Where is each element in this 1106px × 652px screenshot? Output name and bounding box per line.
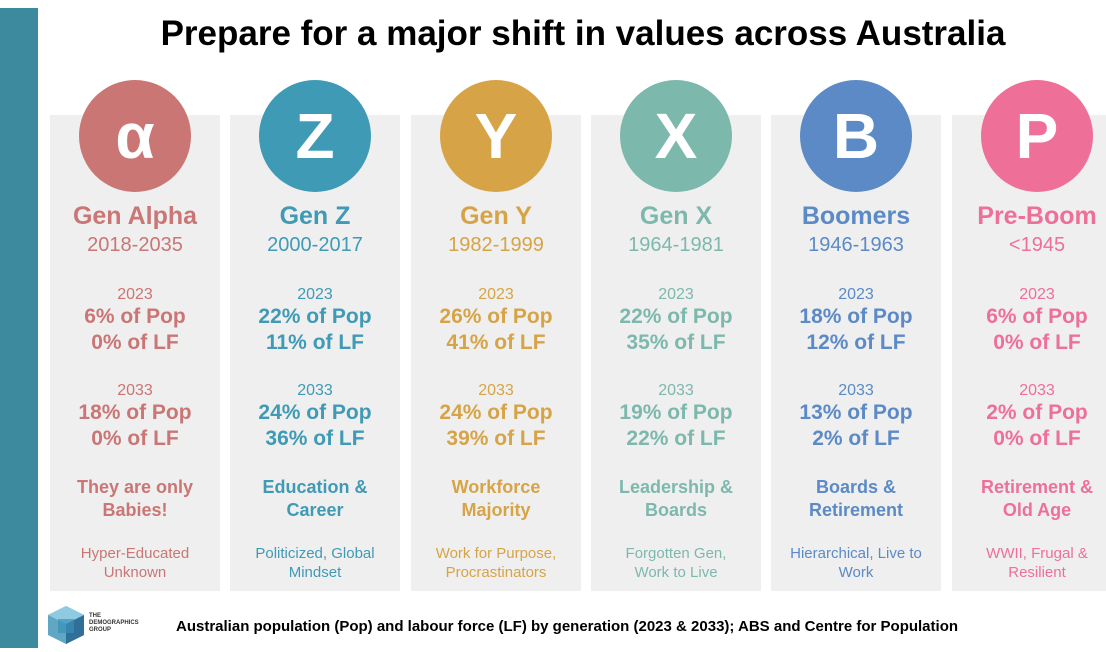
- generation-years: 2018-2035: [87, 234, 183, 256]
- generation-years: 1946-1963: [808, 234, 904, 256]
- role-line-1: They are only: [76, 477, 194, 497]
- generation-column: B Boomers 1946-1963 2023 18% of Pop 12% of LF…: [771, 0, 941, 591]
- year-2023-label: 2023: [117, 286, 153, 303]
- column-panel: [771, 115, 941, 591]
- year-2033-label: 2033: [478, 382, 514, 399]
- column-panel: [591, 115, 761, 591]
- generation-badge: Y: [440, 80, 552, 192]
- role-line-2: Majority: [461, 500, 531, 520]
- lf-2023: 35% of LF: [626, 331, 726, 354]
- side-accent-bar: [0, 8, 38, 648]
- generation-name: Pre-Boom: [977, 202, 1097, 230]
- role-line-2: Old Age: [1002, 500, 1072, 520]
- traits-line-2: Procrastinators: [445, 564, 547, 581]
- column-panel: [50, 115, 220, 591]
- lf-2033: 36% of LF: [265, 427, 365, 450]
- generation-name: Gen Z: [279, 202, 351, 230]
- traits-line-1: Politicized, Global: [255, 545, 375, 562]
- traits-line-2: Work: [838, 564, 874, 581]
- year-2023-label: 2023: [838, 286, 874, 303]
- generation-name: Gen Y: [460, 202, 532, 230]
- role-line-2: Babies!: [102, 500, 168, 520]
- pop-2023: 6% of Pop: [986, 305, 1088, 328]
- pop-2033: 13% of Pop: [799, 401, 913, 424]
- lf-2033: 2% of LF: [812, 427, 900, 450]
- role-line-2: Boards: [644, 500, 707, 520]
- source-caption: Australian population (Pop) and labour f…: [176, 618, 959, 635]
- generation-column: Y Gen Y 1982-1999 2023 26% of Pop 41% of LF 20…: [411, 0, 581, 591]
- generation-badge: α: [79, 80, 191, 192]
- year-2033-label: 2033: [1019, 382, 1055, 399]
- pop-2033: 24% of Pop: [439, 401, 553, 424]
- traits-line-2: Unknown: [103, 564, 167, 581]
- generation-column: Z Gen Z 2000-2017 2023 22% of Pop 11% of LF 20…: [230, 0, 400, 591]
- role-line-1: Leadership &: [618, 477, 734, 497]
- generation-badge: B: [800, 80, 912, 192]
- year-2023-label: 2023: [1019, 286, 1055, 303]
- year-2033-label: 2033: [658, 382, 694, 399]
- generation-years: 1982-1999: [448, 234, 544, 256]
- traits-line-1: Hierarchical, Live to: [790, 545, 922, 562]
- role-line-2: Retirement: [808, 500, 904, 520]
- lf-2033: 39% of LF: [446, 427, 546, 450]
- lf-2023: 12% of LF: [806, 331, 906, 354]
- year-2033-label: 2033: [838, 382, 874, 399]
- lf-2033: 0% of LF: [91, 427, 179, 450]
- role-line-1: Education &: [262, 477, 368, 497]
- generation-badge: X: [620, 80, 732, 192]
- pop-2033: 24% of Pop: [258, 401, 372, 424]
- year-2033-label: 2033: [297, 382, 333, 399]
- pop-2033: 18% of Pop: [78, 401, 192, 424]
- role-line-1: Boards &: [815, 477, 896, 497]
- generation-badge: Z: [259, 80, 371, 192]
- traits-line-1: Work for Purpose,: [435, 545, 557, 562]
- lf-2023: 0% of LF: [993, 331, 1081, 354]
- traits-line-1: WWII, Frugal &: [986, 545, 1088, 562]
- column-panel: [952, 115, 1106, 591]
- generation-name: Gen X: [639, 202, 713, 230]
- pop-2023: 22% of Pop: [258, 305, 372, 328]
- pop-2023: 6% of Pop: [84, 305, 186, 328]
- pop-2023: 22% of Pop: [619, 305, 733, 328]
- pop-2033: 19% of Pop: [619, 401, 733, 424]
- year-2023-label: 2023: [658, 286, 694, 303]
- logo-text: THE DEMOGRAPHICS GROUP: [89, 613, 139, 633]
- traits-line-2: Work to Live: [634, 564, 718, 581]
- traits-line-1: Forgotten Gen,: [625, 545, 727, 562]
- generation-badge: P: [981, 80, 1093, 192]
- pop-2023: 26% of Pop: [439, 305, 553, 328]
- role-line-1: Workforce: [451, 477, 541, 497]
- role-line-2: Career: [286, 500, 344, 520]
- year-2023-label: 2023: [297, 286, 333, 303]
- lf-2033: 0% of LF: [993, 427, 1081, 450]
- traits-line-1: Hyper-Educated: [80, 545, 190, 562]
- traits-line-2: Resilient: [1008, 564, 1066, 581]
- lf-2023: 0% of LF: [91, 331, 179, 354]
- generation-column: α Gen Alpha 2018-2035 2023 6% of Pop 0% of LF…: [50, 0, 220, 591]
- traits-line-2: Mindset: [288, 564, 342, 581]
- demographics-group-logo: [48, 606, 84, 644]
- generation-years: <1945: [1008, 234, 1066, 256]
- role-line-1: Retirement &: [980, 477, 1094, 497]
- generation-name: Gen Alpha: [72, 202, 198, 230]
- year-2023-label: 2023: [478, 286, 514, 303]
- generation-years: 1964-1981: [628, 234, 724, 256]
- page-title: Prepare for a major shift in values acro…: [160, 14, 1006, 53]
- column-panel: [230, 115, 400, 591]
- generation-column: P Pre-Boom <1945 2023 6% of Pop 0% of LF 2033 2…: [952, 0, 1106, 591]
- column-panel: [411, 115, 581, 591]
- generation-name: Boomers: [801, 202, 911, 230]
- lf-2033: 22% of LF: [626, 427, 726, 450]
- year-2033-label: 2033: [117, 382, 153, 399]
- generation-column: X Gen X 1964-1981 2023 22% of Pop 35% of LF 20…: [591, 0, 761, 591]
- pop-2033: 2% of Pop: [986, 401, 1088, 424]
- lf-2023: 41% of LF: [446, 331, 546, 354]
- lf-2023: 11% of LF: [265, 331, 365, 354]
- generation-years: 2000-2017: [267, 234, 363, 256]
- pop-2023: 18% of Pop: [799, 305, 913, 328]
